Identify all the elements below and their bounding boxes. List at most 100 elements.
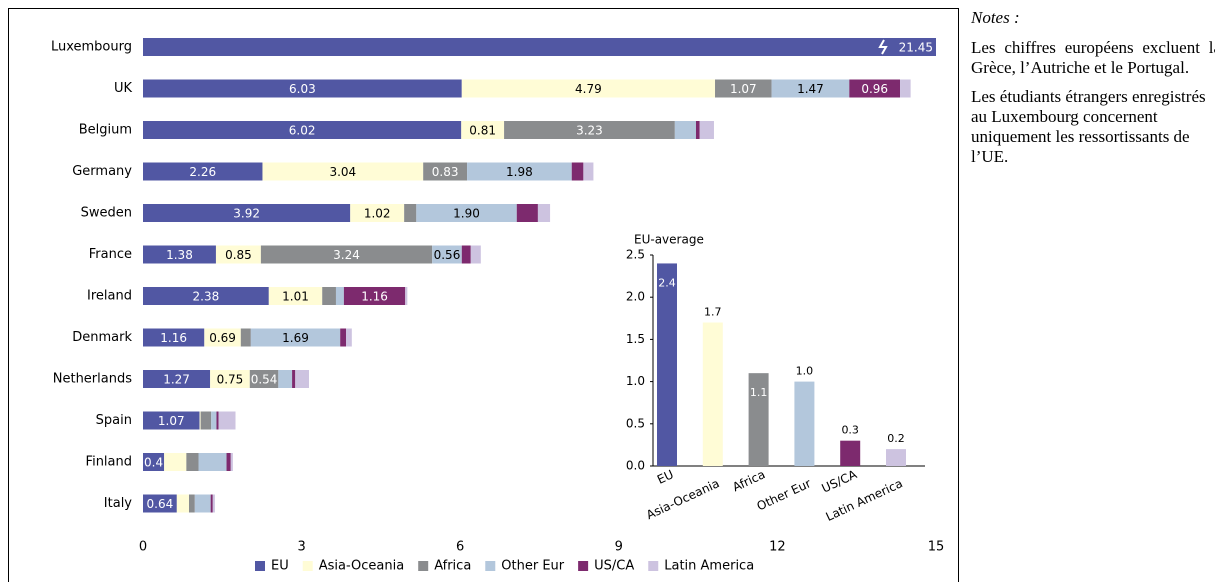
bar-segment xyxy=(461,79,716,98)
bar-segment xyxy=(186,453,199,471)
value-label: 1.98 xyxy=(506,165,533,179)
bar-segment xyxy=(143,162,263,181)
inset-value-label: 0.2 xyxy=(887,432,905,445)
bar-segment xyxy=(240,328,251,347)
inset-bar xyxy=(794,381,815,466)
bar-segment xyxy=(695,121,700,139)
value-label: 0.54 xyxy=(251,373,278,387)
bar-segment xyxy=(194,494,211,513)
bar-segment xyxy=(461,245,471,264)
bar-segment xyxy=(771,79,850,98)
bar-segment xyxy=(335,287,344,305)
value-label: 1.16 xyxy=(361,290,388,304)
value-label: 3.04 xyxy=(329,165,356,179)
value-label: 21.45 xyxy=(899,41,933,55)
value-label: 2.26 xyxy=(189,165,216,179)
value-label: 1.07 xyxy=(730,82,757,96)
bar-segment xyxy=(571,162,584,181)
bar-segment xyxy=(467,162,572,181)
value-label: 0.69 xyxy=(209,331,236,345)
value-label: 1.90 xyxy=(453,207,480,221)
axis-break xyxy=(878,39,888,55)
bar-segment xyxy=(470,245,481,264)
bar-segment xyxy=(262,162,424,181)
value-label: 6.03 xyxy=(289,82,316,96)
bar-segment xyxy=(143,204,351,222)
inset-bar xyxy=(748,373,769,466)
category-label: Netherlands xyxy=(53,372,132,387)
x-tick-label: 15 xyxy=(928,540,945,555)
value-label: 0.56 xyxy=(434,248,461,262)
bar-segment xyxy=(143,328,205,347)
bar-segment xyxy=(200,411,212,430)
inset-y-tick-label: 1.0 xyxy=(626,374,645,388)
category-label: Ireland xyxy=(87,289,132,304)
category-label: Germany xyxy=(72,164,132,179)
value-label: 1.69 xyxy=(282,331,309,345)
value-label: 2.38 xyxy=(193,290,220,304)
category-label: Sweden xyxy=(81,206,132,221)
bar-segment xyxy=(230,453,233,471)
value-label: 6.02 xyxy=(289,124,316,138)
bar-segment xyxy=(143,370,211,388)
bar-segment xyxy=(215,245,261,264)
value-label: 0.75 xyxy=(217,373,244,387)
legend-swatch xyxy=(302,561,313,571)
notes-title: Notes : xyxy=(971,8,1020,27)
inset-y-tick-label: 2.0 xyxy=(626,290,645,304)
category-label: Italy xyxy=(104,496,133,511)
value-label: 0.85 xyxy=(225,248,252,262)
bar-segment xyxy=(250,328,341,347)
legend-label: US/CA xyxy=(594,559,634,574)
legend-swatch xyxy=(578,561,589,571)
x-tick-label: 6 xyxy=(456,540,464,555)
bar-segment xyxy=(143,411,200,430)
bar-segment xyxy=(674,121,696,139)
inset-value-label: 2.4 xyxy=(658,276,676,289)
value-label: 0.96 xyxy=(861,82,888,96)
value-label: 0.83 xyxy=(432,165,459,179)
x-tick-label: 0 xyxy=(139,540,147,555)
inset-value-label: 0.3 xyxy=(841,424,859,437)
legend-swatch xyxy=(648,561,659,571)
bar-segment xyxy=(849,79,901,98)
bar-segment xyxy=(343,287,406,305)
inset-bar xyxy=(702,322,723,466)
value-label: 3.23 xyxy=(576,124,603,138)
bar-segment xyxy=(210,494,213,513)
value-label: 0.4 xyxy=(144,456,163,470)
value-label: 1.38 xyxy=(166,248,193,262)
inset-bar xyxy=(886,449,906,466)
legend-label: Other Eur xyxy=(501,559,564,574)
bar-segment xyxy=(423,162,468,181)
inset-title: EU-average xyxy=(634,233,704,247)
legend-swatch xyxy=(255,561,265,571)
category-label: France xyxy=(89,247,132,262)
category-label: Finland xyxy=(86,455,132,470)
legend-label: Latin America xyxy=(664,559,754,574)
legend-label: EU xyxy=(271,559,289,574)
value-label: 3.24 xyxy=(333,248,360,262)
legend-swatch xyxy=(485,561,496,571)
bar-segment xyxy=(143,79,462,98)
bar-segment xyxy=(715,79,772,98)
value-label: 0.64 xyxy=(147,497,174,511)
chart: EU-average 0 3 6 9 12 15 Luxembourg 21.45 UK 6.03… xyxy=(8,8,959,582)
bar-segment xyxy=(537,204,551,222)
bar-segment xyxy=(198,453,227,471)
bar-segment xyxy=(226,453,231,471)
bar-segment xyxy=(416,204,517,222)
value-label: 0.81 xyxy=(469,124,496,138)
bar-segment xyxy=(143,453,165,471)
bar-segment xyxy=(143,38,936,56)
bar-segment xyxy=(143,494,177,513)
bar-segment xyxy=(461,121,505,139)
category-label: Luxembourg xyxy=(51,40,132,55)
bar-group xyxy=(143,38,936,513)
value-label: 3.92 xyxy=(233,207,260,221)
bar-segment xyxy=(143,245,216,264)
bar-segment xyxy=(699,121,714,139)
category-label: Belgium xyxy=(79,123,132,138)
bar-segment xyxy=(340,328,347,347)
